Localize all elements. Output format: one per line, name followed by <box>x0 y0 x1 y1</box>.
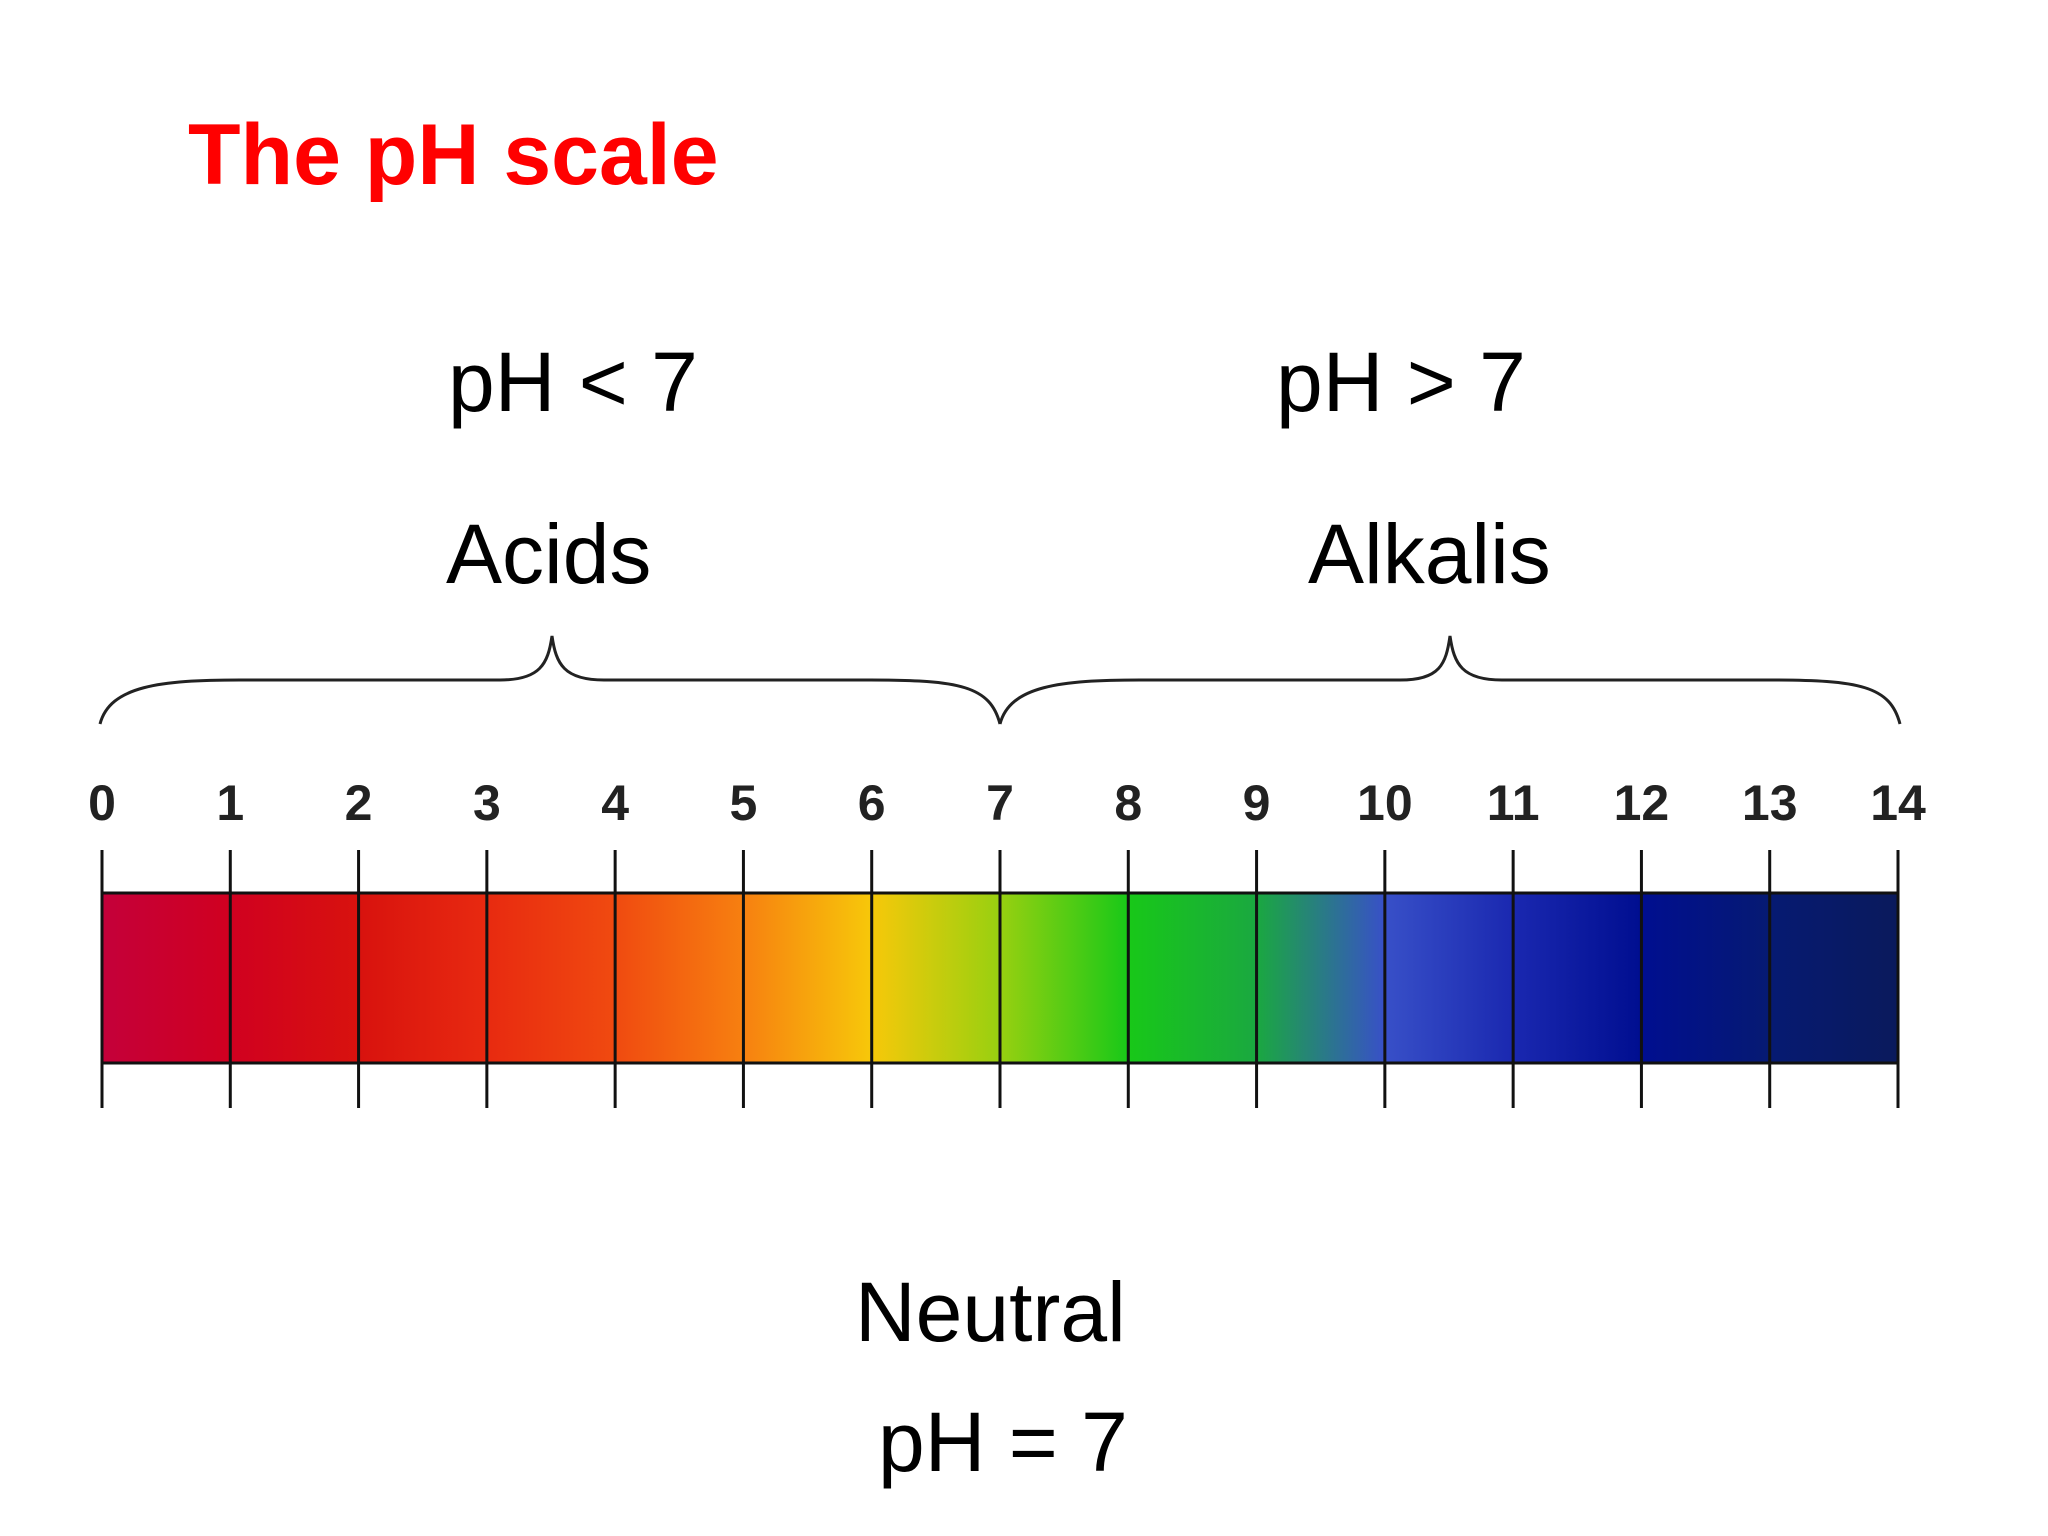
tick-label: 13 <box>1742 775 1798 831</box>
title: The pH scale <box>188 107 719 203</box>
alkali-label: Alkalis <box>1308 507 1551 601</box>
ph-ticks <box>100 850 1900 1108</box>
ph-tick-labels: 0 1 2 3 4 5 6 7 8 9 10 11 12 13 14 <box>88 775 1926 831</box>
tick-label: 5 <box>730 775 758 831</box>
neutral-condition: pH = 7 <box>878 1395 1128 1489</box>
tick-label: 4 <box>601 775 629 831</box>
tick-label: 12 <box>1614 775 1670 831</box>
acids-brace <box>98 635 1002 725</box>
tick-label: 2 <box>345 775 373 831</box>
tick-label: 3 <box>473 775 501 831</box>
tick-label: 11 <box>1487 775 1540 831</box>
tick-label: 14 <box>1870 775 1926 831</box>
tick-label: 1 <box>216 775 244 831</box>
acid-condition: pH < 7 <box>448 335 698 429</box>
alkali-condition: pH > 7 <box>1276 335 1526 429</box>
alkalis-brace <box>998 635 1902 725</box>
tick-label: 9 <box>1243 775 1271 831</box>
neutral-label: Neutral <box>855 1265 1126 1359</box>
tick-label: 7 <box>986 775 1014 831</box>
acid-label: Acids <box>446 507 652 601</box>
tick-label: 6 <box>858 775 886 831</box>
tick-label: 0 <box>88 775 116 831</box>
tick-label: 10 <box>1357 775 1413 831</box>
tick-label: 8 <box>1114 775 1142 831</box>
